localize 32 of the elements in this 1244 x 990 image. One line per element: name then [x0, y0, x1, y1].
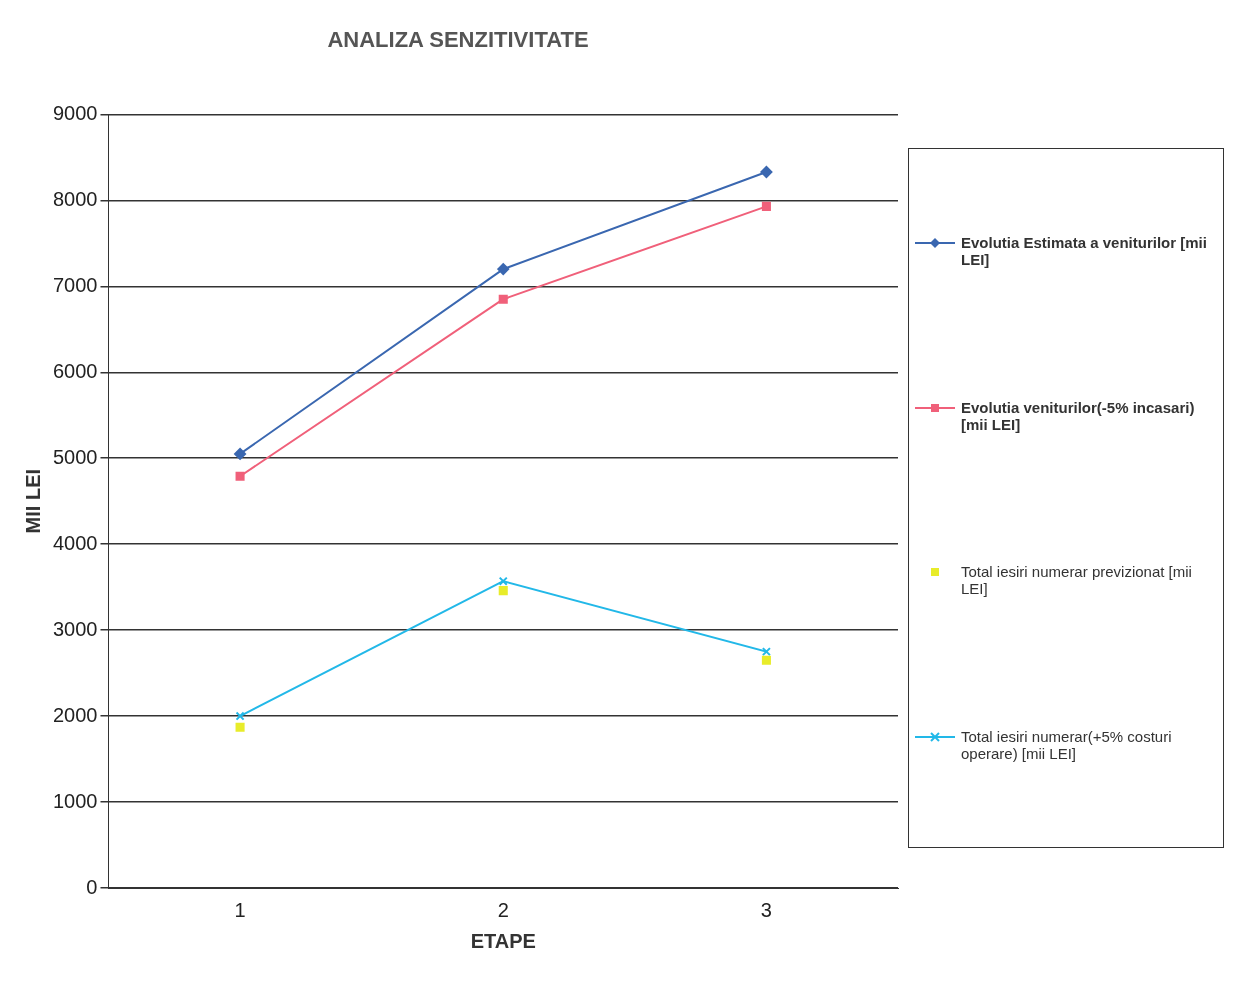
- y-tick-label: 3000: [52, 617, 98, 640]
- point: [235, 722, 245, 732]
- point: [761, 647, 771, 657]
- y-tick-label: 0: [86, 875, 98, 898]
- y-tick-label: 5000: [52, 445, 98, 468]
- point: [498, 586, 508, 596]
- legend-label: Evolutia veniturilor(-5% incasari) [mii LEI]: [961, 398, 1196, 433]
- x-tick-label: 3: [760, 898, 772, 921]
- x-tick-label: 2: [497, 898, 509, 921]
- point: [498, 294, 508, 304]
- legend-label: Total iesiri numerar(+5% costuri operare) [mii LEI]: [961, 727, 1173, 762]
- y-tick-label: 6000: [52, 359, 98, 382]
- x-axis-title: ETAPE: [470, 929, 536, 952]
- legend-label: Evolutia Estimata a veniturilor [mii LEI]: [961, 234, 1208, 269]
- point: [234, 447, 247, 460]
- point: [761, 655, 771, 665]
- y-tick-label: 2000: [52, 703, 98, 726]
- y-tick-label: 4000: [52, 531, 98, 554]
- y-axis-title: MII LEI: [21, 468, 44, 534]
- point: [498, 576, 508, 586]
- point: [497, 263, 510, 276]
- legend-label: Total iesiri numerar previzionat [mii LEI]: [961, 563, 1193, 598]
- point: [760, 165, 773, 178]
- point: [761, 201, 771, 211]
- y-tick-label: 1000: [52, 789, 98, 812]
- chart-title: ANALIZA SENZITIVITATE: [327, 27, 589, 53]
- y-tick-label: 8000: [52, 187, 98, 210]
- point: [235, 711, 245, 721]
- y-tick-label: 7000: [52, 273, 98, 296]
- y-tick-label: 9000: [52, 101, 98, 124]
- point: [235, 471, 245, 481]
- x-tick-label: 1: [234, 898, 246, 921]
